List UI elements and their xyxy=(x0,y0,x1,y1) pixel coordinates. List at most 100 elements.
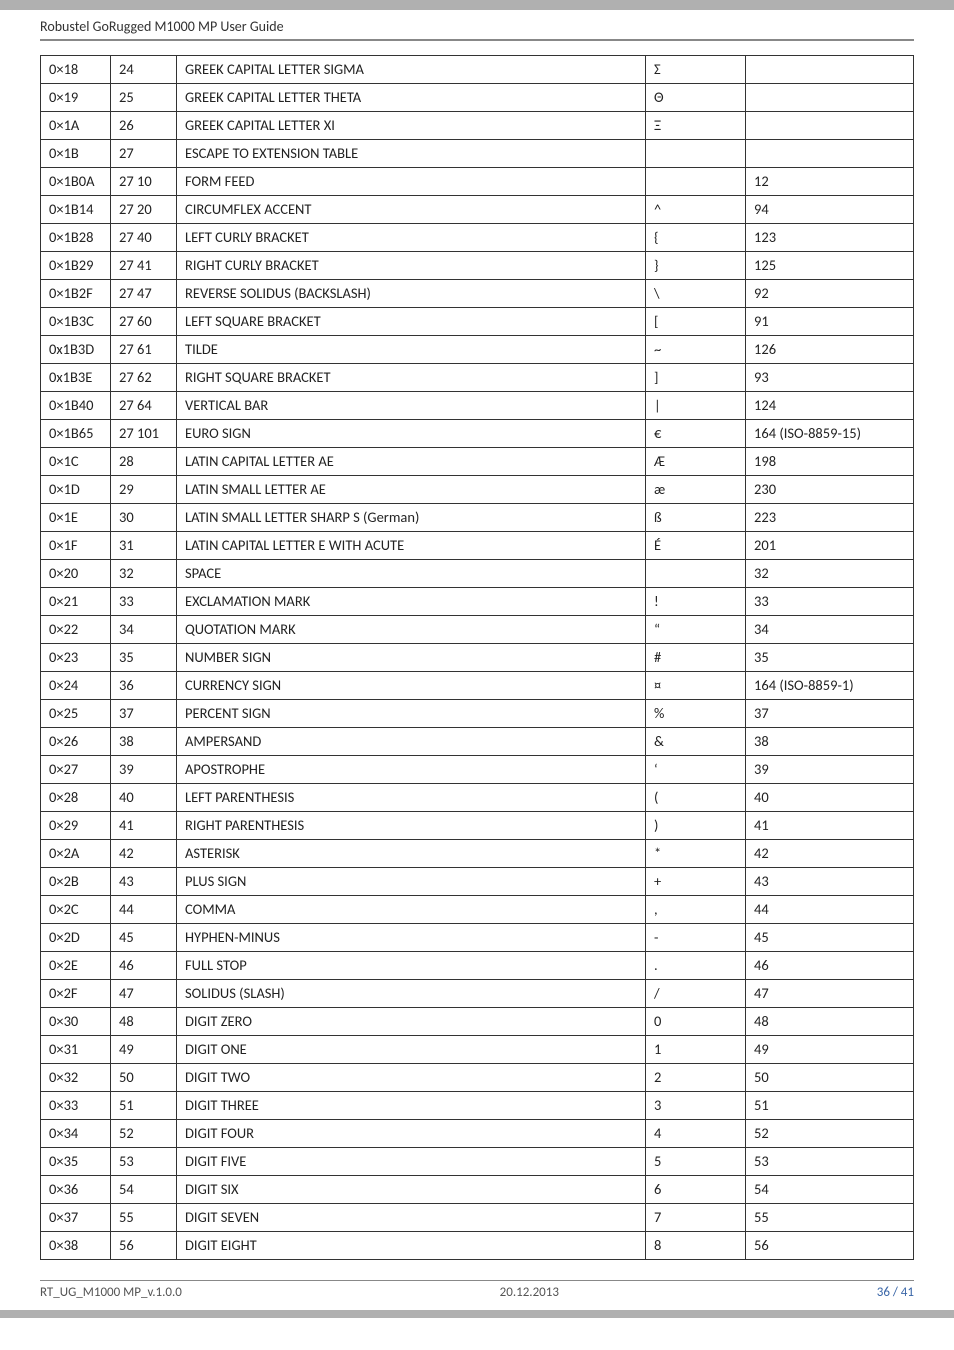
cell-dec: 27 10 xyxy=(111,167,177,195)
table-row: 0×1B4027 64VERTICAL BAR|124 xyxy=(41,391,914,419)
cell-hex: 0×32 xyxy=(41,1063,111,1091)
table-row: 0×3250DIGIT TWO250 xyxy=(41,1063,914,1091)
cell-hex: 0×36 xyxy=(41,1175,111,1203)
cell-name: REVERSE SOLIDUS (BACKSLASH) xyxy=(177,279,646,307)
cell-dec: 53 xyxy=(111,1147,177,1175)
cell-iso: 37 xyxy=(746,699,914,727)
cell-iso: 125 xyxy=(746,251,914,279)
cell-dec: 55 xyxy=(111,1203,177,1231)
cell-hex: 0×24 xyxy=(41,671,111,699)
cell-iso: 53 xyxy=(746,1147,914,1175)
cell-name: ASTERISK xyxy=(177,839,646,867)
cell-name: RIGHT SQUARE BRACKET xyxy=(177,363,646,391)
cell-name: SOLIDUS (SLASH) xyxy=(177,979,646,1007)
cell-dec: 28 xyxy=(111,447,177,475)
cell-iso: 164 (ISO-8859-1) xyxy=(746,671,914,699)
table-row: 0×2B43PLUS SIGN+43 xyxy=(41,867,914,895)
table-row: 0×1D29LATIN SMALL LETTER AEæ230 xyxy=(41,475,914,503)
cell-name: DIGIT ONE xyxy=(177,1035,646,1063)
cell-dec: 24 xyxy=(111,55,177,83)
cell-hex: 0x1B3E xyxy=(41,363,111,391)
cell-iso: 51 xyxy=(746,1091,914,1119)
cell-dec: 27 41 xyxy=(111,251,177,279)
cell-hex: 0×30 xyxy=(41,1007,111,1035)
cell-dec: 27 xyxy=(111,139,177,167)
cell-dec: 32 xyxy=(111,559,177,587)
cell-dec: 33 xyxy=(111,587,177,615)
cell-dec: 44 xyxy=(111,895,177,923)
cell-char: Æ xyxy=(646,447,746,475)
cell-iso: 52 xyxy=(746,1119,914,1147)
cell-char: 4 xyxy=(646,1119,746,1147)
cell-iso: 44 xyxy=(746,895,914,923)
cell-iso: 48 xyxy=(746,1007,914,1035)
cell-dec: 41 xyxy=(111,811,177,839)
cell-dec: 46 xyxy=(111,951,177,979)
cell-hex: 0×2A xyxy=(41,839,111,867)
table-row: 0×3149DIGIT ONE149 xyxy=(41,1035,914,1063)
cell-hex: 0×28 xyxy=(41,783,111,811)
footer-left: RT_UG_M1000 MP_v.1.0.0 xyxy=(40,1285,182,1300)
cell-char: 6 xyxy=(646,1175,746,1203)
cell-name: TILDE xyxy=(177,335,646,363)
cell-name: DIGIT ZERO xyxy=(177,1007,646,1035)
cell-char xyxy=(646,139,746,167)
cell-iso: 39 xyxy=(746,755,914,783)
cell-iso: 124 xyxy=(746,391,914,419)
cell-hex: 0×21 xyxy=(41,587,111,615)
table-row: 0×1A26GREEK CAPITAL LETTER XIΞ xyxy=(41,111,914,139)
cell-iso xyxy=(746,83,914,111)
cell-name: FORM FEED xyxy=(177,167,646,195)
cell-char: , xyxy=(646,895,746,923)
table-row: 0×2D45HYPHEN-MINUS-45 xyxy=(41,923,914,951)
cell-char: ~ xyxy=(646,335,746,363)
cell-name: LEFT PARENTHESIS xyxy=(177,783,646,811)
table-row: 0×2F47SOLIDUS (SLASH)/47 xyxy=(41,979,914,1007)
cell-char: [ xyxy=(646,307,746,335)
cell-hex: 0×1B28 xyxy=(41,223,111,251)
cell-dec: 52 xyxy=(111,1119,177,1147)
cell-name: RIGHT CURLY BRACKET xyxy=(177,251,646,279)
cell-hex: 0×35 xyxy=(41,1147,111,1175)
footer-right: 36 / 41 xyxy=(877,1285,914,1300)
cell-iso: 94 xyxy=(746,195,914,223)
table-row: 0×1B0A27 10FORM FEED12 xyxy=(41,167,914,195)
table-row: 0×3351DIGIT THREE351 xyxy=(41,1091,914,1119)
cell-char: 3 xyxy=(646,1091,746,1119)
cell-hex: 0×2B xyxy=(41,867,111,895)
table-row: 0×3654DIGIT SIX654 xyxy=(41,1175,914,1203)
cell-char: Σ xyxy=(646,55,746,83)
cell-hex: 0×31 xyxy=(41,1035,111,1063)
table-row: 0×1F31LATIN CAPITAL LETTER E WITH ACUTEÉ… xyxy=(41,531,914,559)
cell-char: / xyxy=(646,979,746,1007)
cell-name: CURRENCY SIGN xyxy=(177,671,646,699)
cell-name: DIGIT EIGHT xyxy=(177,1231,646,1259)
cell-iso: 38 xyxy=(746,727,914,755)
cell-iso: 126 xyxy=(746,335,914,363)
table-row: 0×3856DIGIT EIGHT856 xyxy=(41,1231,914,1259)
table-row: 0×2C44COMMA,44 xyxy=(41,895,914,923)
cell-char: & xyxy=(646,727,746,755)
table-row: 0×2133EXCLAMATION MARK!33 xyxy=(41,587,914,615)
table-row: 0×1B2927 41RIGHT CURLY BRACKET}125 xyxy=(41,251,914,279)
cell-char: - xyxy=(646,923,746,951)
cell-dec: 29 xyxy=(111,475,177,503)
cell-hex: 0×23 xyxy=(41,643,111,671)
page-footer: RT_UG_M1000 MP_v.1.0.0 20.12.2013 36 / 4… xyxy=(0,1281,954,1310)
table-row: 0×1B6527 101EURO SIGN€164 (ISO-8859-15) xyxy=(41,419,914,447)
cell-name: GREEK CAPITAL LETTER SIGMA xyxy=(177,55,646,83)
cell-dec: 48 xyxy=(111,1007,177,1035)
cell-name: DIGIT THREE xyxy=(177,1091,646,1119)
cell-name: LEFT SQUARE BRACKET xyxy=(177,307,646,335)
cell-dec: 43 xyxy=(111,867,177,895)
cell-char: 5 xyxy=(646,1147,746,1175)
table-row: 0×2840LEFT PARENTHESIS(40 xyxy=(41,783,914,811)
cell-dec: 39 xyxy=(111,755,177,783)
cell-dec: 27 40 xyxy=(111,223,177,251)
cell-hex: 0×1B40 xyxy=(41,391,111,419)
cell-hex: 0×25 xyxy=(41,699,111,727)
cell-char: { xyxy=(646,223,746,251)
cell-iso: 56 xyxy=(746,1231,914,1259)
cell-hex: 0×37 xyxy=(41,1203,111,1231)
cell-dec: 25 xyxy=(111,83,177,111)
